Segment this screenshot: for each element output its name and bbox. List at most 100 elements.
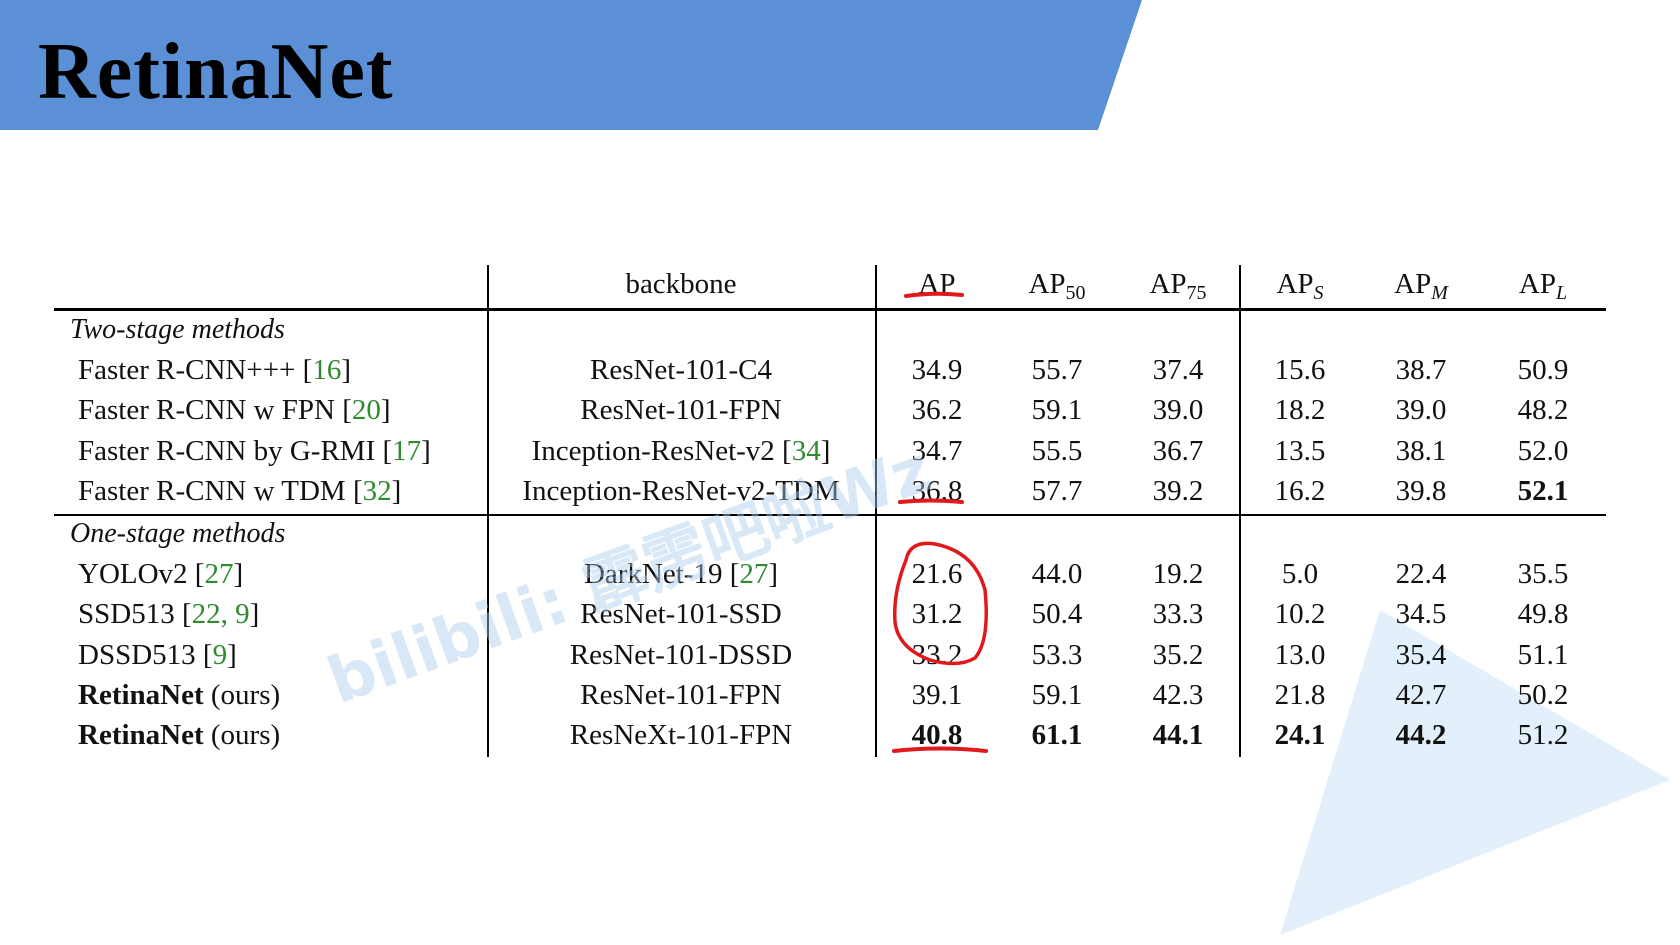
backbone-name: ResNet-101-FPN	[580, 394, 782, 427]
table-divider-method	[487, 265, 489, 757]
method-cell: Faster R-CNN w FPN [20]	[78, 394, 391, 427]
metric-value: 24.1	[1274, 719, 1326, 752]
metric-value: 57.7	[1031, 474, 1083, 507]
backbone-cell: ResNet-101-C4	[590, 352, 772, 388]
metric-value: 40.8	[911, 719, 963, 752]
backbone-name: Inception-ResNet-v2-TDM	[522, 474, 840, 507]
header-apm: APM	[1394, 266, 1448, 311]
backbone-cell: DarkNet-19 [27]	[583, 558, 779, 590]
backbone-cell: ResNet-101-FPN	[580, 392, 781, 428]
metric-value: 33.3	[1152, 598, 1204, 631]
metric-value: 19.2	[1152, 558, 1204, 590]
citation-link[interactable]: 27	[739, 558, 769, 590]
backbone-name: ResNet-101-C4	[589, 354, 773, 386]
metric-value: 39.0	[1152, 394, 1204, 427]
metric-value: 44.1	[1152, 719, 1204, 752]
metric-value: 52.0	[1517, 434, 1569, 467]
metric-value: 42.3	[1152, 678, 1204, 711]
header-ap50: AP50	[1028, 266, 1085, 311]
header-apl-base: AP	[1518, 268, 1556, 300]
metric-value: 5.0	[1281, 558, 1319, 590]
backbone-cell: ResNet-101-DSSD	[570, 637, 792, 673]
citation-link[interactable]: 20	[351, 394, 381, 427]
backbone-cell: ResNet-101-SSD	[580, 596, 781, 632]
metric-value: 22.4	[1395, 558, 1447, 590]
metric-value: 39.0	[1395, 394, 1447, 427]
header-aps-sub: S	[1313, 282, 1324, 304]
metric-value: 49.8	[1517, 598, 1569, 631]
method-cell: RetinaNet (ours)	[78, 677, 280, 713]
header-apm-sub: M	[1431, 282, 1448, 304]
metric-value: 21.6	[911, 558, 963, 590]
backbone-cell: Inception-ResNet-v2 [34]	[531, 434, 831, 467]
table-header-rule	[54, 308, 1606, 311]
header-ap75-base: AP	[1149, 268, 1187, 300]
metric-value: 44.2	[1395, 719, 1447, 752]
metric-value: 61.1	[1031, 719, 1083, 752]
metric-value: 18.2	[1274, 394, 1326, 427]
title-banner	[0, 0, 1142, 130]
backbone-name: DarkNet-19	[583, 558, 723, 590]
citation-link[interactable]: 17	[392, 434, 422, 467]
header-ap75: AP75	[1149, 266, 1206, 311]
method-name: Faster R-CNN+++	[78, 354, 296, 386]
method-cell: Faster R-CNN w TDM [32]	[78, 474, 402, 507]
metric-value: 39.8	[1395, 474, 1447, 507]
metric-value: 50.9	[1517, 354, 1569, 386]
table-divider-ap75	[1239, 265, 1241, 757]
metric-value: 33.2	[911, 638, 963, 671]
banner-shape	[0, 0, 1142, 130]
metric-value: 35.2	[1152, 638, 1204, 671]
metric-value: 31.2	[911, 598, 963, 631]
method-name: RetinaNet	[78, 678, 204, 711]
header-backbone: backbone	[625, 268, 737, 300]
metric-value: 34.7	[911, 434, 963, 467]
metric-value: 59.1	[1031, 394, 1083, 427]
backbone-cell: Inception-ResNet-v2-TDM	[522, 473, 839, 509]
metric-value: 13.5	[1274, 434, 1326, 467]
citation-link[interactable]: 22, 9	[191, 598, 250, 631]
method-name: Faster R-CNN w TDM	[78, 474, 346, 507]
metric-value: 13.0	[1274, 638, 1326, 671]
metric-value: 42.7	[1395, 678, 1447, 711]
header-ap50-sub: 50	[1065, 282, 1086, 304]
header-apl: APL	[1519, 266, 1567, 311]
metric-value: 50.4	[1031, 598, 1083, 631]
metric-value: 48.2	[1517, 394, 1569, 427]
metric-value: 55.5	[1031, 434, 1083, 467]
header-apm-base: AP	[1394, 268, 1432, 300]
citation-link[interactable]: 34	[791, 434, 821, 467]
metric-value: 52.1	[1517, 474, 1569, 507]
group-label-one-stage: One-stage methods	[70, 518, 286, 549]
method-cell: Faster R-CNN+++ [16]	[78, 354, 352, 386]
backbone-cell: ResNeXt-101-FPN	[570, 717, 792, 753]
metric-value: 36.2	[911, 394, 963, 427]
citation-link[interactable]: 16	[312, 354, 342, 386]
metric-value: 36.7	[1152, 434, 1204, 467]
metric-value: 38.1	[1395, 434, 1447, 467]
method-cell: SSD513 [22, 9]	[78, 598, 260, 631]
backbone-cell: ResNet-101-FPN	[580, 677, 781, 713]
header-aps: APS	[1276, 266, 1323, 311]
citation-link[interactable]: 27	[204, 558, 234, 590]
citation-link[interactable]: 32	[362, 474, 392, 507]
metric-value: 35.5	[1517, 558, 1569, 590]
metric-value: 59.1	[1031, 678, 1083, 711]
backbone-name: ResNet-101-SSD	[580, 598, 782, 631]
header-ap: AP	[918, 268, 956, 300]
method-cell: Faster R-CNN by G-RMI [17]	[78, 434, 431, 467]
method-name: Faster R-CNN by G-RMI	[78, 434, 376, 467]
method-name: Faster R-CNN w FPN	[78, 394, 335, 427]
metric-value: 44.0	[1031, 558, 1083, 590]
table-divider-backbone	[875, 265, 877, 757]
method-name: SSD513	[78, 598, 175, 631]
metric-value: 34.9	[911, 354, 963, 386]
method-cell: DSSD513 [9]	[78, 638, 237, 671]
table-group-rule	[54, 514, 1606, 516]
method-name: RetinaNet	[78, 719, 204, 752]
triangle-shape	[1280, 610, 1670, 935]
metric-value: 51.1	[1517, 638, 1569, 671]
metric-value: 51.2	[1517, 719, 1569, 752]
citation-link[interactable]: 9	[212, 638, 228, 671]
